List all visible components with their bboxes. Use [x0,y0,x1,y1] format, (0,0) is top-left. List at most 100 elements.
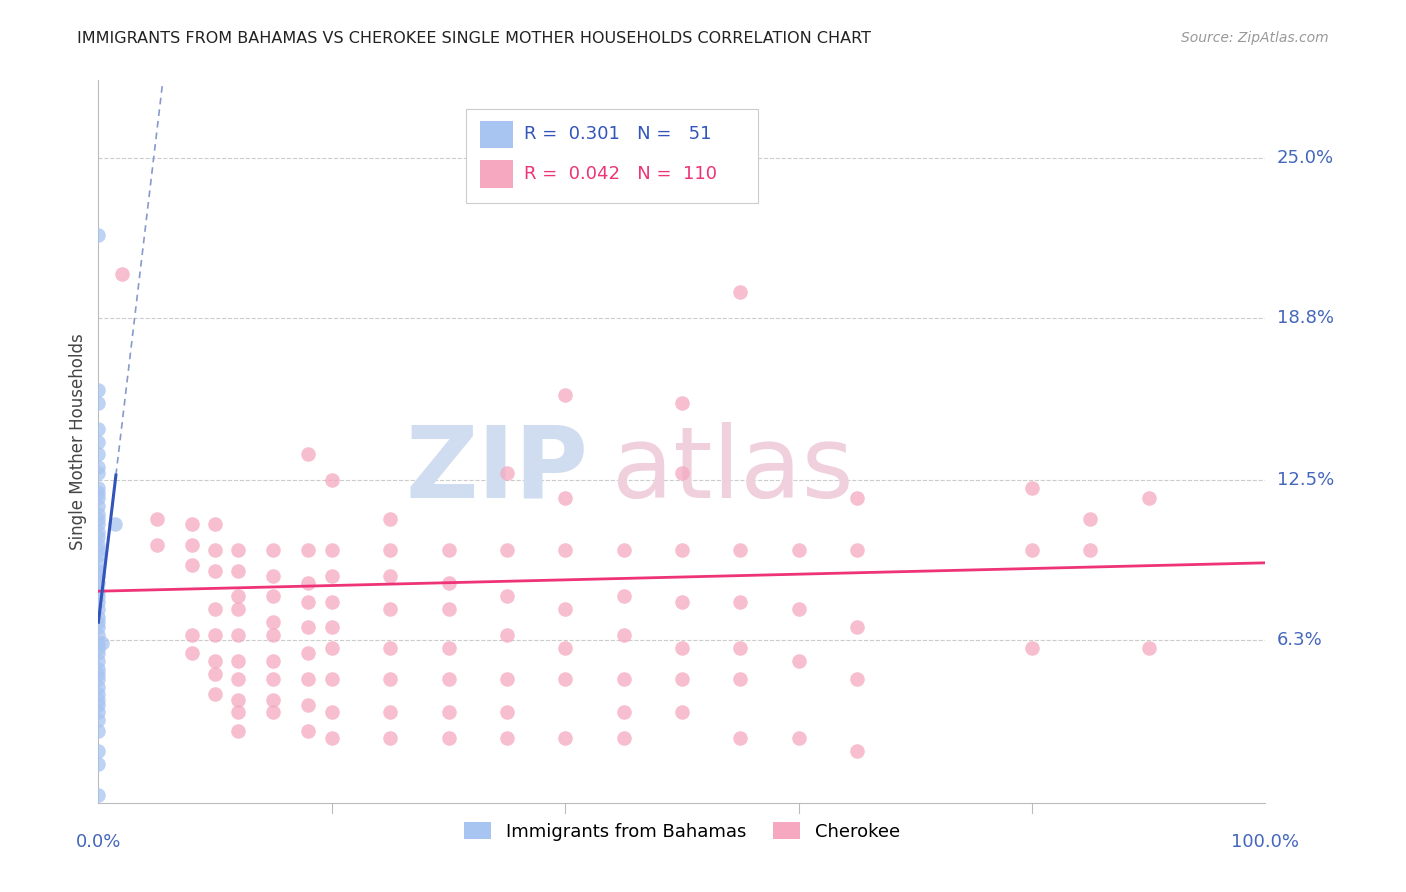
Point [180,558,202,573]
Point [321,542,343,557]
Text: R =  0.042   N =  110: R = 0.042 N = 110 [524,165,717,183]
Point [671,706,693,720]
Text: 12.5%: 12.5% [1277,471,1334,489]
Point [228,628,250,642]
Point [228,542,250,557]
Point [87,548,110,562]
FancyBboxPatch shape [465,109,758,203]
Point [380,640,402,655]
Point [613,590,636,604]
Point [87,640,110,655]
Point [204,687,226,701]
Point [613,628,636,642]
Point [104,517,127,532]
Point [87,434,110,449]
Point [437,602,460,616]
Point [228,692,250,706]
Point [180,628,202,642]
Point [87,466,110,480]
Y-axis label: Single Mother Households: Single Mother Households [69,334,87,549]
Point [87,788,110,802]
Point [554,672,576,686]
Point [262,706,284,720]
Point [228,672,250,686]
Point [1137,491,1160,506]
Point [321,473,343,487]
Point [87,666,110,681]
Point [846,542,869,557]
Point [180,538,202,552]
Point [228,706,250,720]
Point [437,542,460,557]
Point [204,602,226,616]
Point [87,396,110,410]
Text: atlas: atlas [612,422,853,519]
Point [204,542,226,557]
Point [380,706,402,720]
Point [87,228,110,243]
Text: R =  0.301   N =   51: R = 0.301 N = 51 [524,126,711,144]
Point [87,713,110,727]
Point [87,507,110,521]
Point [554,388,576,402]
Text: 100.0%: 100.0% [1232,833,1299,851]
Point [380,731,402,746]
Point [730,640,752,655]
Point [87,542,110,557]
Point [321,620,343,634]
Point [1137,640,1160,655]
Point [437,731,460,746]
Point [846,744,869,758]
Point [87,491,110,506]
Point [380,672,402,686]
Point [613,672,636,686]
Point [496,731,519,746]
Text: 0.0%: 0.0% [76,833,121,851]
Point [87,654,110,668]
Point [87,568,110,582]
Point [671,466,693,480]
Point [730,285,752,299]
Point [87,706,110,720]
Point [730,594,752,608]
Point [87,698,110,712]
Point [87,620,110,634]
Point [87,524,110,539]
Point [671,640,693,655]
Point [228,590,250,604]
Point [297,542,319,557]
Point [380,568,402,582]
Point [87,517,110,532]
Point [262,568,284,582]
Point [262,654,284,668]
Point [321,640,343,655]
Point [613,542,636,557]
Point [554,542,576,557]
Point [228,723,250,738]
Point [87,672,110,686]
Point [87,584,110,599]
Point [380,542,402,557]
Point [730,672,752,686]
Point [437,576,460,591]
Point [87,723,110,738]
Point [787,602,810,616]
Point [87,447,110,461]
Point [262,542,284,557]
Text: 18.8%: 18.8% [1277,309,1333,326]
Point [846,620,869,634]
Point [321,568,343,582]
Point [297,698,319,712]
Point [146,512,169,526]
Point [87,692,110,706]
Point [297,447,319,461]
FancyBboxPatch shape [479,120,513,148]
Point [87,602,110,616]
Point [496,590,519,604]
Point [297,672,319,686]
Point [671,594,693,608]
Point [380,512,402,526]
Point [228,654,250,668]
Point [671,542,693,557]
Point [321,594,343,608]
